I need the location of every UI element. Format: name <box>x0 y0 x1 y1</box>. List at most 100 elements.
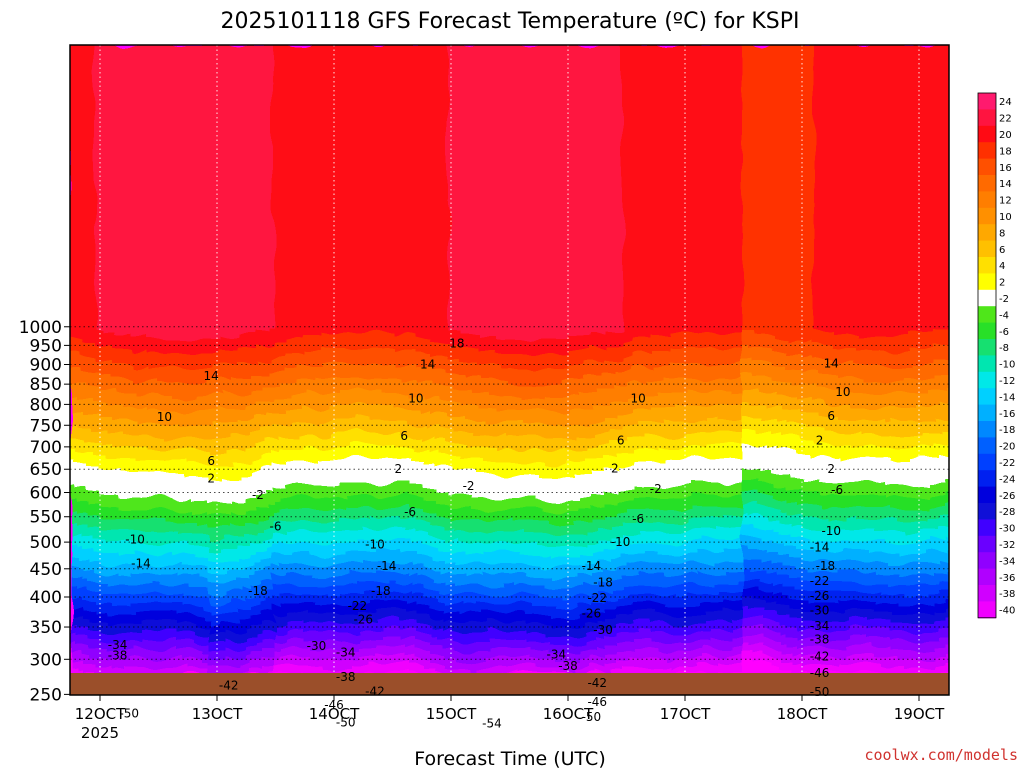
contour-label: -14 <box>582 559 602 573</box>
colorbar-swatch <box>978 421 996 438</box>
chart-title: 2025101118 GFS Forecast Temperature (ºC)… <box>221 9 800 34</box>
y-tick-label: 600 <box>30 483 62 503</box>
y-tick-label: 800 <box>30 395 62 415</box>
colorbar: 24 22 20 18 16 14 12 10 8 6 4 2 -2 -4 -6 -8 -10 -12 -14 -16… <box>977 92 1015 619</box>
contour-label: -6 <box>831 483 843 497</box>
contour-label: 14 <box>824 357 839 371</box>
colorbar-swatch <box>978 273 996 291</box>
contour-label: -14 <box>377 559 397 573</box>
colorbar-label: -2 <box>999 294 1009 305</box>
colorbar-swatch <box>978 355 996 373</box>
contour-label: 2 <box>207 471 215 485</box>
y-tick-label: 1000 <box>19 318 62 338</box>
colorbar-swatch <box>978 306 996 324</box>
y-tick-label: 750 <box>30 416 62 436</box>
contour-label: -10 <box>611 535 631 549</box>
colorbar-swatch <box>978 470 996 488</box>
contour-label: -34 <box>810 619 830 633</box>
contour-label: 14 <box>204 369 219 383</box>
x-tick-label: 16OCT <box>543 705 594 723</box>
contour-label: 6 <box>207 454 215 468</box>
colorbar-label: -40 <box>999 606 1015 617</box>
colorbar-swatch <box>978 552 996 570</box>
contour-label: -26 <box>353 613 373 627</box>
y-tick-label: 850 <box>30 375 62 395</box>
colorbar-swatch <box>978 322 996 340</box>
contour-label: -10 <box>821 524 841 538</box>
contour-label: -46 <box>324 698 344 712</box>
colorbar-label: -34 <box>999 556 1015 567</box>
colorbar-swatch <box>978 240 996 258</box>
colorbar-label: -22 <box>999 458 1015 469</box>
colorbar-label: -14 <box>999 392 1015 403</box>
colorbar-swatch <box>978 93 996 110</box>
colorbar-label: 20 <box>999 130 1012 141</box>
x-tick-label: 14OCT <box>309 705 360 723</box>
y-tick-label: 900 <box>30 356 62 376</box>
contour-label: -6 <box>632 512 644 526</box>
contour-label: 2 <box>611 461 619 475</box>
colorbar-label: 2 <box>999 278 1005 289</box>
contour-label: -50 <box>119 706 139 720</box>
y-tick-label: 450 <box>30 560 62 580</box>
colorbar-label: 16 <box>999 163 1012 174</box>
x-tick-label: 17OCT <box>660 705 711 723</box>
colorbar-label: 10 <box>999 212 1012 223</box>
colorbar-label: -6 <box>999 327 1009 338</box>
y-tick-label: 950 <box>30 336 62 356</box>
contour-label: -10 <box>365 538 385 552</box>
colorbar-swatch <box>978 535 996 553</box>
ground-surface-band <box>70 673 949 695</box>
y-tick-label: 400 <box>30 588 62 608</box>
contour-label: 2 <box>816 433 824 447</box>
colorbar-swatch <box>978 388 996 406</box>
contour-label: 2 <box>827 462 835 476</box>
contour-label: 2 <box>395 462 403 476</box>
colorbar-swatch <box>978 585 996 602</box>
colorbar-swatch <box>978 191 996 209</box>
colorbar-swatch <box>978 339 996 356</box>
x-tick-label: 19OCT <box>894 705 945 723</box>
colorbar-label: 22 <box>999 114 1012 125</box>
colorbar-label: 6 <box>999 245 1005 256</box>
x-tick-label: 15OCT <box>426 705 477 723</box>
colorbar-swatch <box>978 142 996 160</box>
colorbar-label: 24 <box>999 97 1012 108</box>
contour-label: 6 <box>400 429 408 443</box>
colorbar-swatch <box>978 453 996 471</box>
contour-label: -54 <box>482 716 502 730</box>
colorbar-swatch <box>978 125 996 143</box>
contour-label: -42 <box>810 650 830 664</box>
contour-label: -50 <box>336 716 356 730</box>
contour-label: -34 <box>108 638 128 652</box>
y-tick-label: 250 <box>30 685 62 705</box>
contour-label: -18 <box>816 559 836 573</box>
colorbar-label: 14 <box>999 179 1012 190</box>
colorbar-label: -38 <box>999 589 1015 600</box>
contour-label: 10 <box>408 391 423 405</box>
contour-label: -34 <box>546 648 566 662</box>
x-tick-label: 12OCT <box>75 705 126 723</box>
contour-label: -6 <box>270 520 282 534</box>
y-tick-label: 500 <box>30 533 62 553</box>
colorbar-label: 18 <box>999 146 1012 157</box>
colorbar-swatch <box>978 257 996 274</box>
x-axis-title: Forecast Time (UTC) <box>414 748 605 768</box>
contour-label: -30 <box>810 604 830 618</box>
colorbar-swatch <box>978 601 996 619</box>
colorbar-label: -32 <box>999 540 1015 551</box>
colorbar-label: 8 <box>999 228 1005 239</box>
colorbar-swatch <box>978 503 996 520</box>
x-tick-label: 13OCT <box>192 705 243 723</box>
contour-label: -30 <box>307 639 327 653</box>
colorbar-label: -18 <box>999 425 1015 436</box>
contour-label: -26 <box>810 589 830 603</box>
contour-label: -22 <box>587 591 607 605</box>
contour-label: -22 <box>348 599 368 613</box>
colorbar-label: -12 <box>999 376 1015 387</box>
contour-label: -30 <box>593 623 613 637</box>
colorbar-label: -16 <box>999 409 1015 420</box>
contour-label: -18 <box>248 584 268 598</box>
y-tick-label: 300 <box>30 650 62 670</box>
colorbar-label: -8 <box>999 343 1009 354</box>
